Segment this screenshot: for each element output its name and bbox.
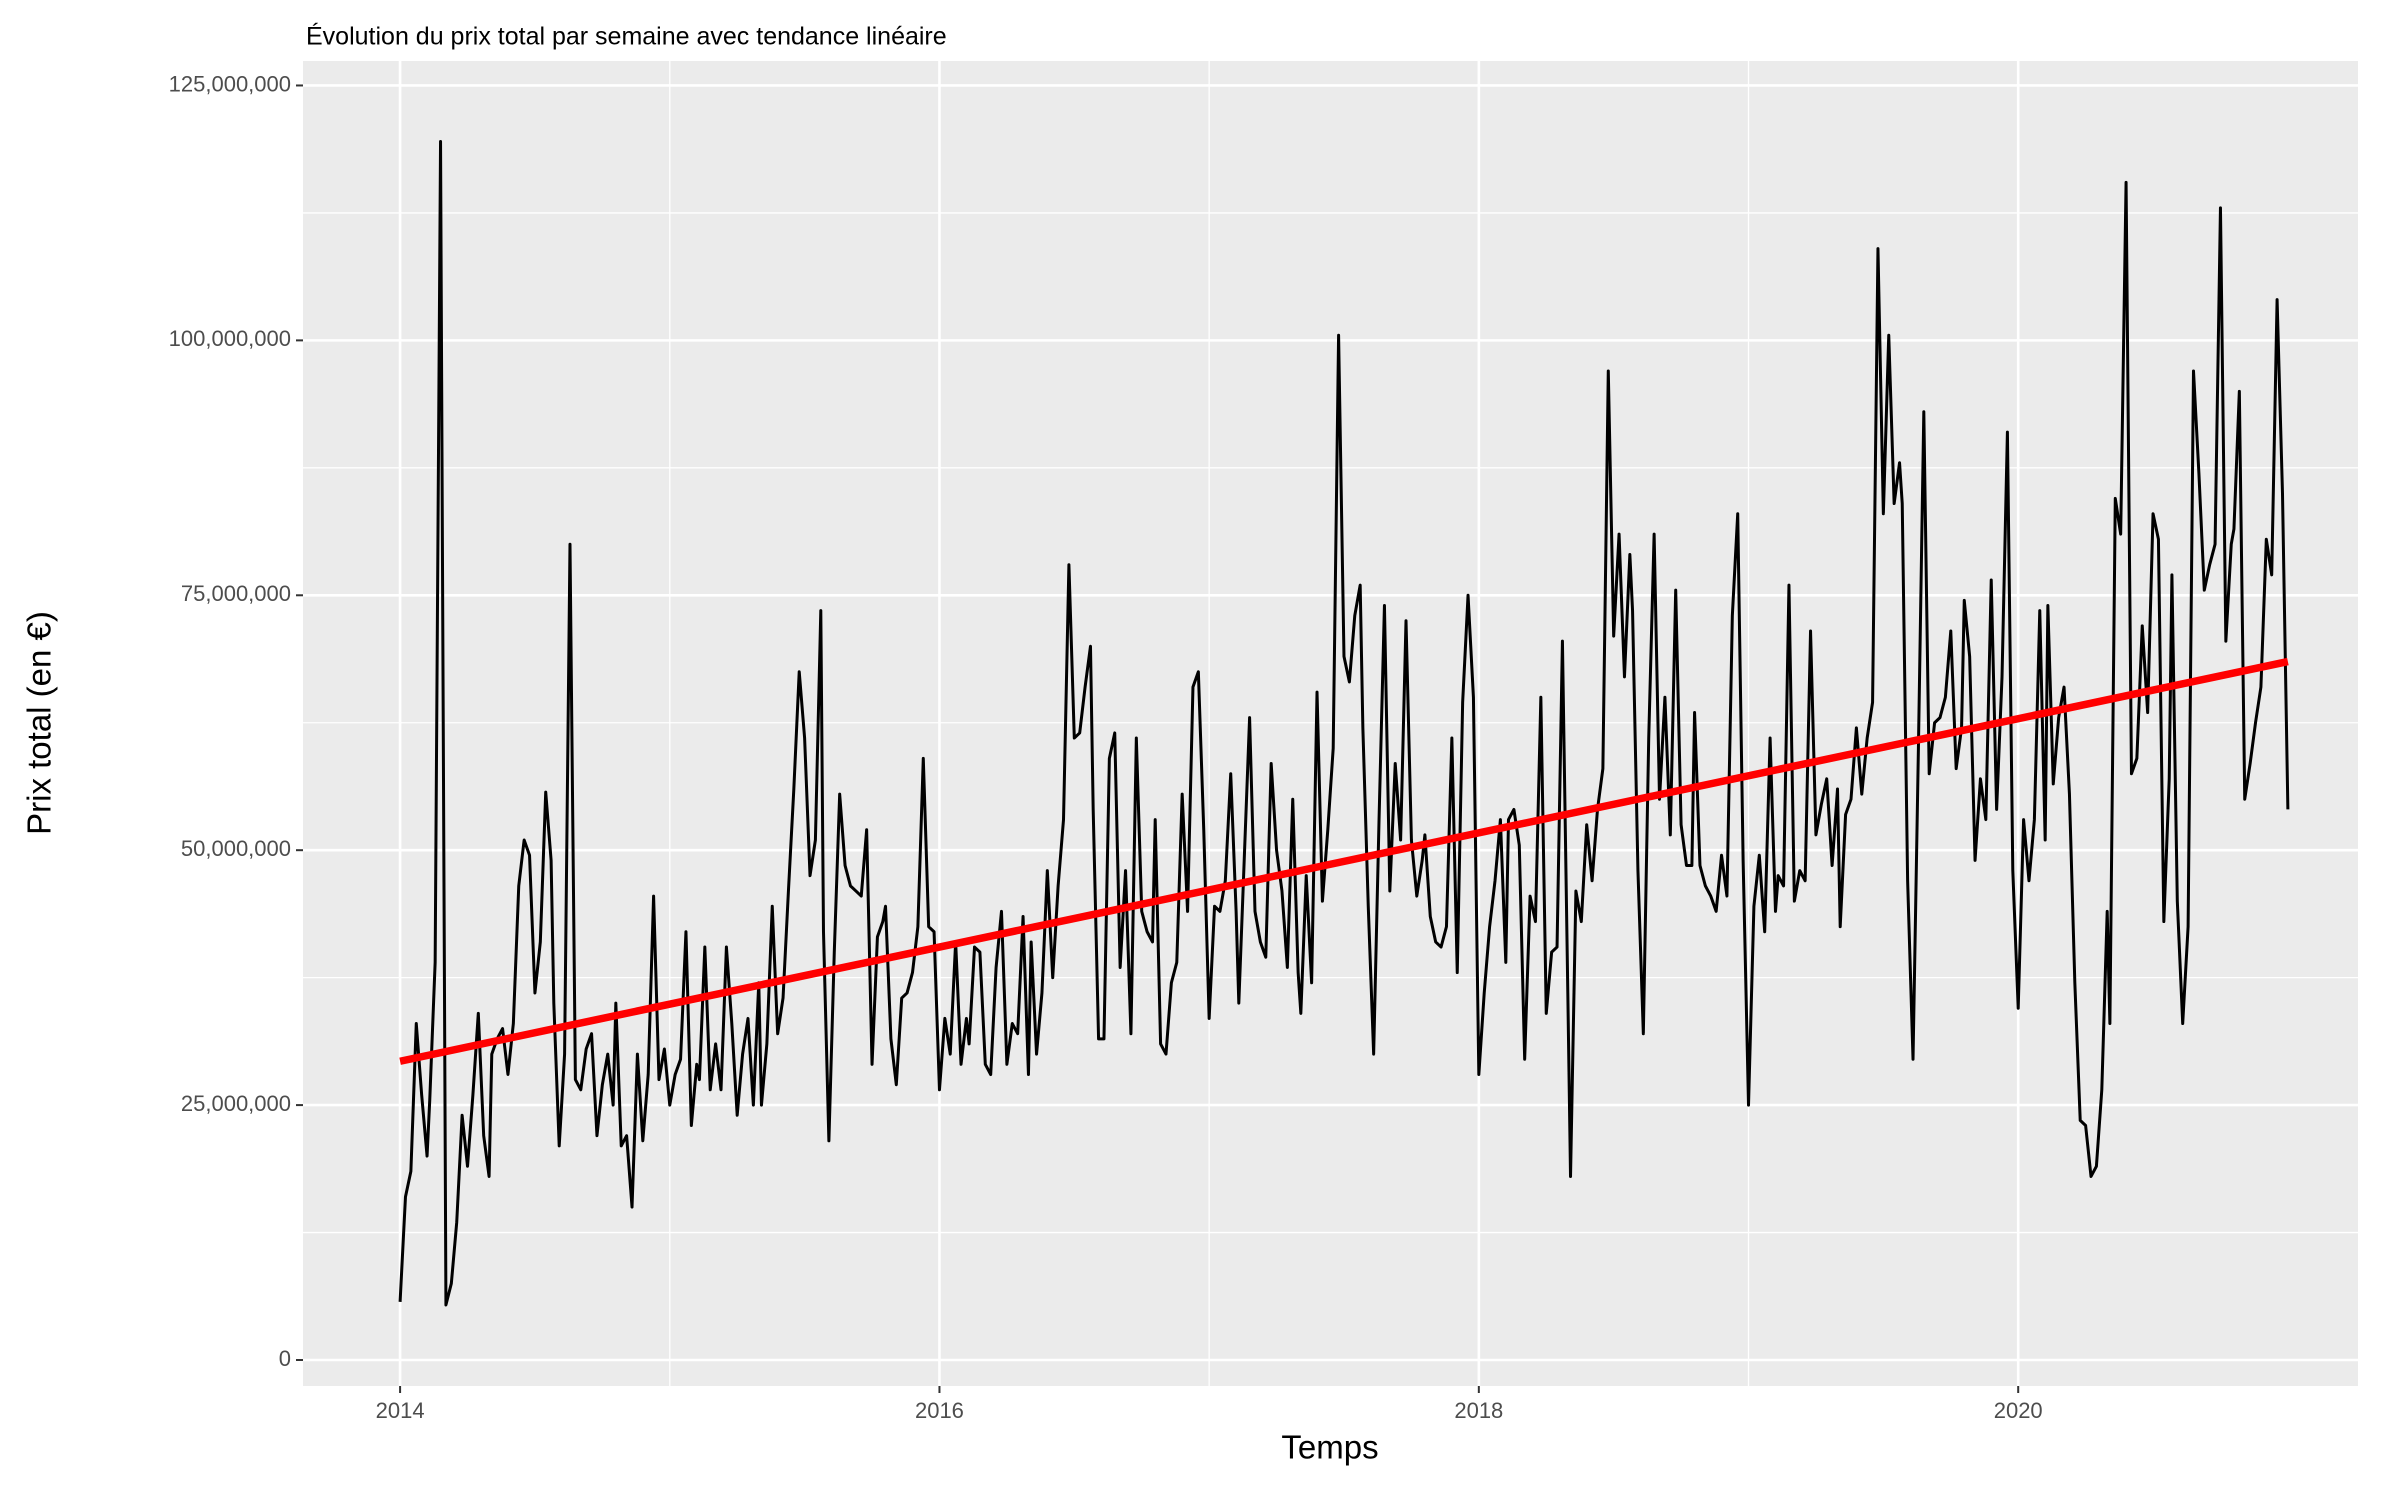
- x-axis-title: Temps: [1281, 1429, 1378, 1466]
- y-tick-label: 125,000,000: [169, 71, 291, 96]
- x-tick-label: 2014: [376, 1398, 425, 1423]
- y-tick-label: 50,000,000: [181, 836, 291, 861]
- y-tick-label: 0: [279, 1346, 291, 1371]
- plot-background: [303, 61, 2358, 1386]
- y-tick-label: 25,000,000: [181, 1091, 291, 1116]
- chart-title: Évolution du prix total par semaine avec…: [306, 22, 947, 51]
- price-line: [398, 140, 2290, 1307]
- x-tick-label: 2018: [1454, 1398, 1503, 1423]
- y-tick-label: 75,000,000: [181, 581, 291, 606]
- x-tick-label: 2020: [1994, 1398, 2043, 1423]
- y-axis-title: Prix total (en €): [21, 611, 58, 835]
- x-tick-label: 2016: [915, 1398, 964, 1423]
- trend-line: [399, 657, 2289, 1065]
- y-tick-label: 100,000,000: [169, 326, 291, 351]
